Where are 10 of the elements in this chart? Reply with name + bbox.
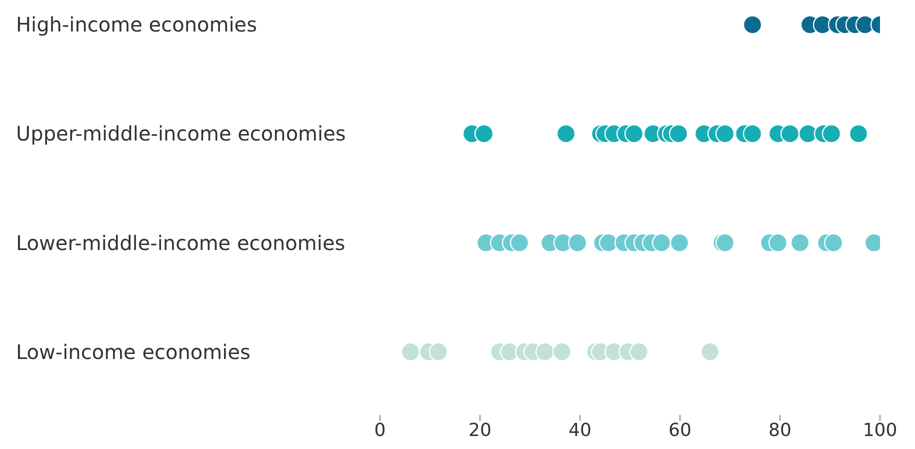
x-tick-label: 100 [862, 420, 898, 441]
x-tick-label: 20 [468, 420, 492, 441]
x-tick-label: 40 [568, 420, 592, 441]
y-tick-label: Lower-middle-income economies [16, 230, 346, 255]
y-tick-label: Upper-middle-income economies [16, 122, 346, 146]
x-tick-label: 0 [374, 420, 386, 441]
x-tick-label: 60 [668, 420, 692, 441]
y-tick-label: High-income economies [16, 12, 258, 37]
y-tick-label: Low-income economies [16, 340, 250, 364]
x-tick-label: 80 [768, 420, 792, 441]
